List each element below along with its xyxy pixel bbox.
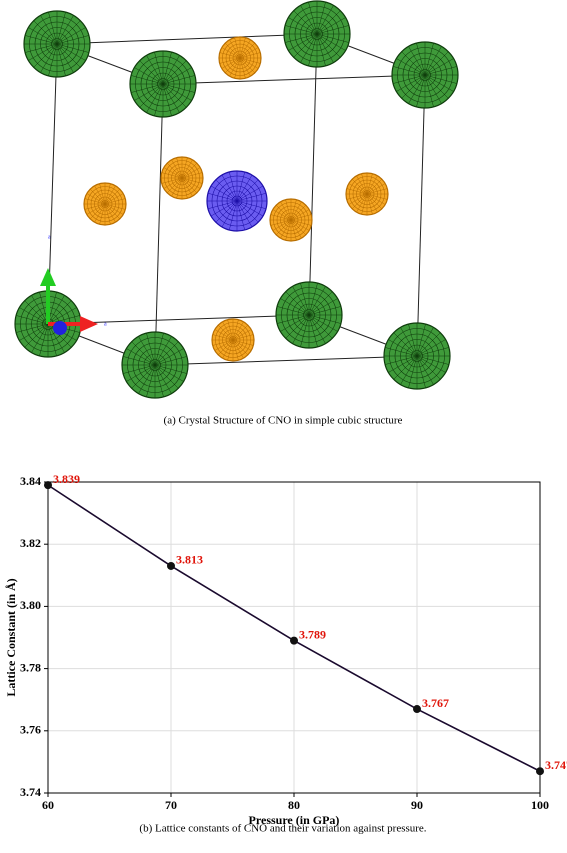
carbon-atom-meridian: [25, 35, 89, 53]
y-tick-label: 3.74: [20, 785, 41, 799]
carbon-atom-meridian: [131, 75, 195, 93]
data-label: 3.813: [176, 553, 203, 567]
carbon-atom-meridian: [385, 347, 449, 365]
data-label: 3.767: [422, 696, 449, 710]
carbon-atom-meridian: [277, 306, 341, 324]
x-tick-label: 70: [165, 798, 177, 812]
plot-frame: [47, 481, 541, 794]
y-tick-label: 3.80: [20, 598, 41, 612]
data-point: [536, 767, 544, 776]
x-tick-label: 100: [531, 798, 549, 812]
data-point: [290, 636, 298, 645]
cell-edge: [308, 33, 318, 316]
carbon-atom-meridian: [393, 66, 457, 84]
x-tick-label: 90: [411, 798, 423, 812]
oxygen-atom-meridian: [212, 334, 254, 346]
data-label: 3.747: [545, 758, 567, 772]
x-axis-label: Pressure (in GPa): [249, 813, 340, 827]
axis-letter: a: [48, 234, 51, 240]
axis-origin: [53, 321, 67, 335]
data-point: [44, 481, 52, 490]
caption: (a) Crystal Structure of CNO in simple c…: [164, 415, 403, 427]
oxygen-atom-meridian: [219, 52, 261, 64]
axis-letter: a: [104, 321, 107, 327]
data-label: 3.789: [299, 627, 326, 641]
cell-edge: [56, 33, 318, 45]
oxygen-atom-meridian: [84, 198, 126, 210]
oxygen-atom-meridian: [270, 214, 312, 226]
nitrogen-atom-meridian: [207, 192, 267, 210]
cell-edge: [154, 83, 164, 366]
y-tick-label: 3.78: [20, 660, 41, 674]
data-point: [413, 705, 421, 714]
y-tick-label: 3.76: [20, 723, 41, 737]
oxygen-atom-meridian: [346, 188, 388, 200]
axis-arrow-head: [40, 268, 56, 286]
caption: (b) Lattice constants of CNO and their v…: [139, 823, 426, 835]
x-tick-label: 60: [42, 798, 54, 812]
x-tick-label: 80: [288, 798, 300, 812]
data-label: 3.839: [53, 472, 80, 486]
y-tick-label: 3.82: [20, 536, 41, 550]
cell-edge: [162, 74, 426, 85]
data-point: [167, 561, 175, 570]
y-tick-label: 3.84: [20, 474, 41, 488]
cell-edge: [416, 74, 426, 357]
axis-arrow-head: [80, 316, 98, 332]
y-axis-label: Lattice Constant (in Å): [4, 578, 18, 696]
carbon-atom-meridian: [123, 356, 187, 374]
cell-edge: [154, 355, 418, 366]
carbon-atom-meridian: [285, 25, 349, 43]
oxygen-atom-meridian: [161, 172, 203, 184]
